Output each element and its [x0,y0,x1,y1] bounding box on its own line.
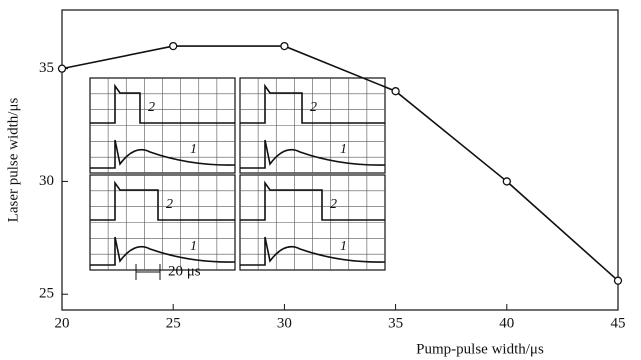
data-point [392,88,399,95]
x-tick-label: 25 [166,315,181,331]
oscillogram-insets: 2 1 2 1 2 1 2 1 20 μs [90,78,385,280]
trace-1-label: 1 [340,239,347,254]
trace-1-label: 1 [190,239,197,254]
trace-2-label: 2 [148,100,155,115]
y-tick-label: 25 [39,286,54,302]
y-tick-label: 30 [39,173,54,189]
y-axis-label: Laser pulse width/μs [5,97,21,222]
y-tick-label: 35 [39,60,54,76]
trace-2-label: 2 [330,197,337,212]
data-point [281,43,288,50]
x-tick-label: 35 [388,315,403,331]
data-point [503,178,510,185]
trace-1-label: 1 [340,142,347,157]
trace-1-label: 1 [190,142,197,157]
trace-2-label: 2 [166,197,173,212]
trace-2-label: 2 [310,100,317,115]
x-axis-label: Pump-pulse width/μs [416,341,544,357]
data-point [615,277,622,284]
scale-label: 20 μs [168,263,201,279]
x-tick-label: 30 [277,315,292,331]
x-tick-label: 20 [55,315,70,331]
x-tick-label: 45 [611,315,626,331]
x-tick-label: 40 [499,315,514,331]
data-point [59,65,66,72]
chart: Pump-pulse width/μs Laser pulse width/μs… [0,0,641,360]
data-point [170,43,177,50]
